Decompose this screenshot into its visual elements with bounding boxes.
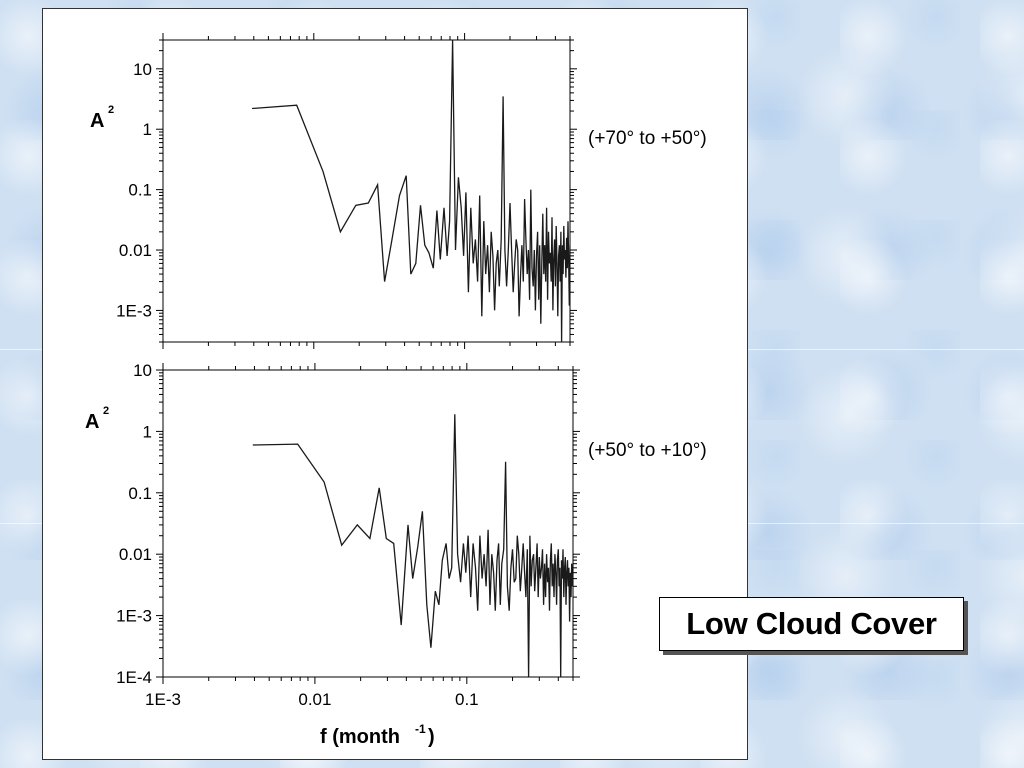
- x-tick-label: 0.1: [455, 690, 479, 709]
- panel-latitude-label: (+70° to +50°): [588, 128, 707, 149]
- x-tick-label: 0.01: [298, 690, 331, 709]
- y-tick-label: 0.1: [128, 484, 152, 503]
- y-tick-label: 0.01: [119, 545, 152, 564]
- plot-frame: [162, 369, 574, 678]
- x-axis-title-superscript: -1: [415, 722, 426, 736]
- y-axis-title: A: [90, 110, 104, 132]
- y-tick-label: 1E-3: [116, 607, 152, 626]
- x-axis-title: f (month: [320, 726, 400, 748]
- y-tick-label: 10: [133, 60, 152, 79]
- y-tick-label: 10: [133, 361, 152, 380]
- y-tick-label: 1: [143, 120, 152, 139]
- y-tick-label: 1E-3: [116, 301, 152, 320]
- spectrum-line-series: [252, 40, 570, 342]
- panel-latitude-label: (+50° to +10°): [588, 440, 707, 461]
- spectrum-line-series: [252, 414, 573, 677]
- y-axis-title-superscript: 2: [108, 104, 114, 116]
- caption-box: Low Cloud Cover: [659, 597, 964, 651]
- y-tick-label: 1: [143, 422, 152, 441]
- x-tick-label: 1E-3: [145, 690, 181, 709]
- y-tick-label: 0.1: [128, 181, 152, 200]
- figure-panel: 10 1 0.1 0.01 1E-3 A 2 (+70° to +50°) 10 1 0.1 0.01…: [42, 8, 748, 760]
- y-tick-label: 0.01: [119, 241, 152, 260]
- caption-title: Low Cloud Cover: [686, 606, 937, 641]
- y-axis-title: A: [85, 411, 99, 433]
- x-axis-title-suffix: ): [428, 726, 435, 748]
- plot-frame: [162, 39, 571, 343]
- y-tick-label: 1E-4: [116, 668, 152, 687]
- y-axis-title-superscript: 2: [103, 405, 109, 417]
